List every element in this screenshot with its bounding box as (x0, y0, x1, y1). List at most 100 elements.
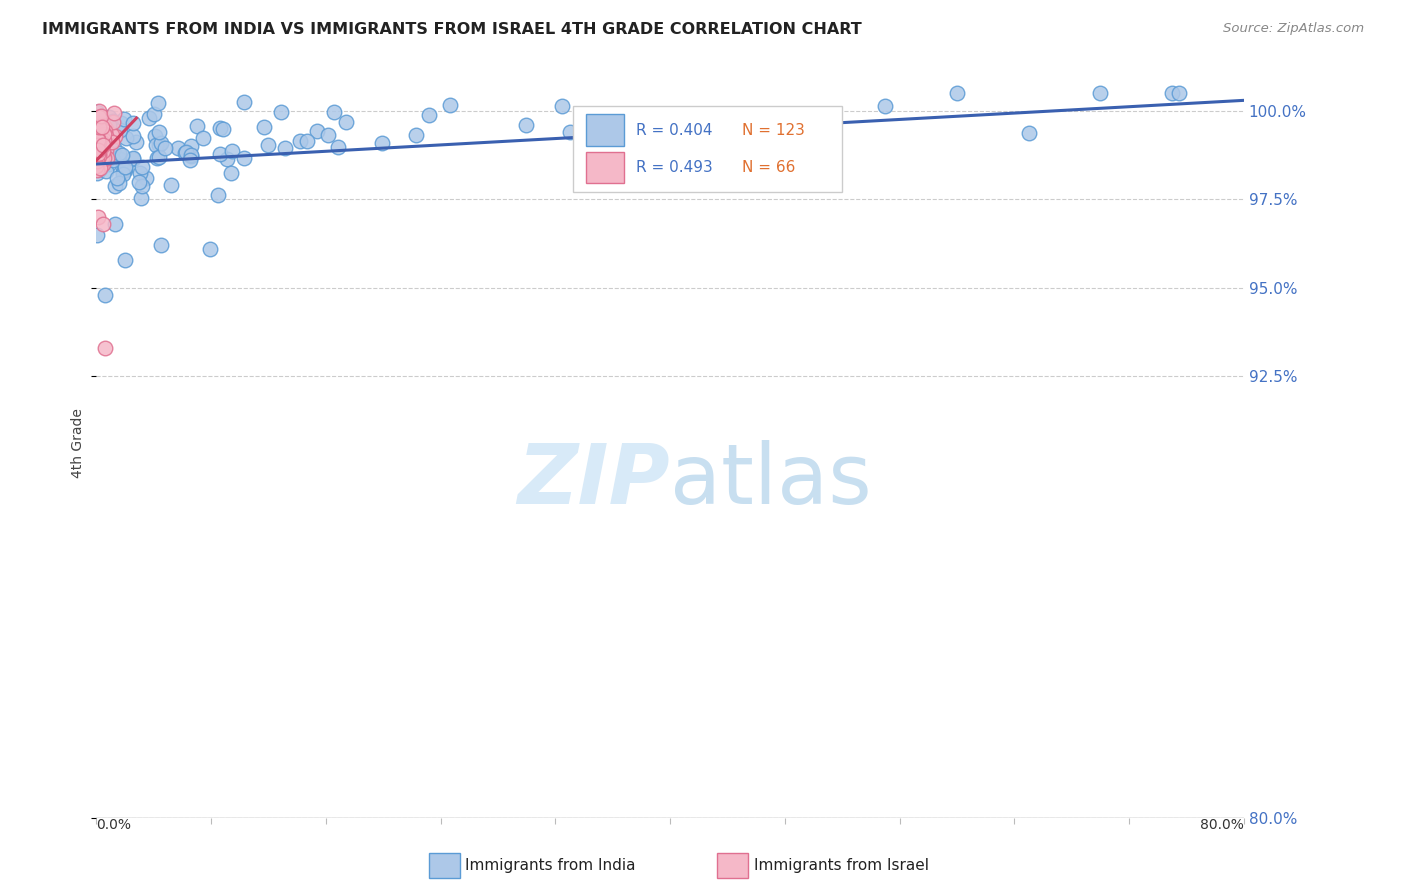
Point (98, 118, 121, 132)
Point (97, 128, 120, 142)
Point (96, 152, 118, 166)
Point (111, 163, 134, 178)
Point (322, 105, 344, 120)
Point (591, 112, 613, 126)
Point (86, 154, 108, 169)
Point (180, 138, 202, 153)
Point (135, 170, 157, 185)
Point (87, 128, 110, 143)
Point (86, 156, 108, 170)
Point (138, 111, 160, 125)
Point (90, 128, 112, 143)
Point (87, 149, 110, 163)
Point (1090, 87, 1112, 101)
Point (217, 152, 239, 166)
Point (96, 153, 118, 168)
Point (101, 135, 124, 149)
Point (112, 112, 135, 126)
Point (1018, 126, 1040, 140)
Point (89, 147, 111, 161)
Point (86, 166, 108, 180)
Point (91, 120, 114, 134)
Point (274, 141, 297, 155)
Point (110, 116, 132, 130)
Point (103, 106, 125, 120)
Point (198, 242, 221, 256)
Point (91, 123, 114, 137)
Point (89, 139, 111, 153)
Text: Source: ZipAtlas.com: Source: ZipAtlas.com (1223, 22, 1364, 36)
Point (418, 107, 440, 121)
Point (93, 120, 115, 134)
Point (86, 127, 108, 141)
Point (91, 157, 114, 171)
Point (87, 145, 110, 160)
Point (87, 210, 110, 224)
Point (150, 136, 173, 150)
Point (87, 146, 110, 161)
Text: 0.0%: 0.0% (96, 818, 131, 832)
Point (89, 145, 111, 159)
Point (153, 141, 176, 155)
Point (148, 95, 170, 110)
Point (91, 144, 114, 158)
Point (104, 128, 127, 143)
Point (159, 178, 181, 192)
Point (89, 120, 111, 134)
Point (94, 118, 117, 132)
Point (576, 121, 599, 136)
Text: R = 0.493: R = 0.493 (636, 160, 713, 175)
Point (103, 153, 125, 167)
Point (191, 130, 214, 145)
Point (326, 140, 349, 154)
Point (683, 112, 706, 126)
Point (122, 129, 145, 144)
Point (114, 160, 136, 174)
Point (1161, 87, 1184, 101)
Point (86, 126, 108, 140)
Point (90, 109, 112, 123)
Point (122, 153, 145, 167)
Point (101, 128, 124, 143)
Point (104, 178, 127, 193)
Point (180, 149, 202, 163)
Point (89, 119, 111, 133)
Point (87, 149, 110, 163)
Point (186, 120, 208, 134)
Point (89, 122, 111, 136)
Text: Immigrants from Israel: Immigrants from Israel (754, 858, 928, 872)
Point (93, 341, 115, 355)
Point (111, 167, 134, 181)
Point (93, 124, 115, 138)
Point (233, 151, 256, 165)
Point (87, 142, 110, 156)
Point (108, 146, 131, 161)
Point (288, 134, 311, 148)
Point (101, 115, 124, 129)
Point (94, 164, 117, 178)
Point (212, 122, 235, 136)
Point (148, 150, 170, 164)
Point (93, 128, 115, 142)
Point (111, 148, 134, 162)
Point (270, 105, 292, 120)
Point (173, 145, 195, 160)
Point (87, 135, 110, 149)
Point (253, 120, 276, 134)
Point (875, 99, 897, 113)
Point (89, 104, 111, 119)
Point (91, 217, 114, 231)
Bar (586, 152, 624, 183)
Point (97, 110, 120, 124)
Text: 80.0%: 80.0% (1199, 818, 1244, 832)
Point (94, 122, 117, 136)
Point (89, 162, 111, 177)
Point (86, 136, 108, 151)
Point (93, 132, 115, 146)
Point (558, 125, 581, 139)
Point (93, 137, 115, 152)
Point (209, 121, 232, 136)
Point (87, 133, 110, 147)
Point (89, 145, 111, 160)
Point (89, 121, 111, 136)
